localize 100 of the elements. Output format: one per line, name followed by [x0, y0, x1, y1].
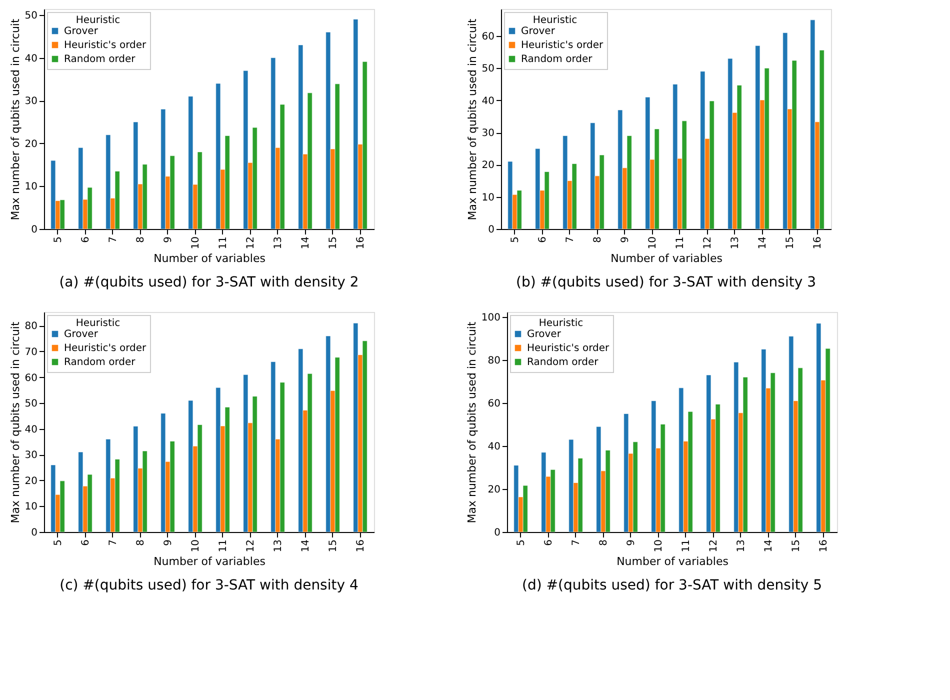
bar	[326, 336, 331, 532]
x-tick-label: 7	[570, 540, 582, 546]
x-tick-label: 7	[108, 540, 119, 546]
x-tick-label: 5	[510, 236, 521, 243]
x-tick-label: 9	[162, 540, 174, 546]
y-tick-label: 40	[24, 53, 38, 64]
legend-label: Random order	[64, 54, 136, 65]
x-tick-label: 5	[52, 236, 64, 243]
bar	[188, 400, 194, 532]
x-tick-label: 15	[784, 236, 796, 250]
x-axis-title: Number of variables	[616, 555, 729, 568]
x-tick-label: 9	[620, 236, 631, 243]
bar	[810, 20, 816, 230]
bar	[562, 136, 568, 230]
bar	[133, 122, 138, 230]
x-tick-label: 6	[543, 540, 554, 546]
text: (a) #(qubits used) for 3-SAT with density 2	[59, 274, 359, 291]
x-tick-label: 12	[245, 540, 256, 552]
y-tick-label: 80	[24, 321, 38, 332]
y-tick-label: 40	[488, 441, 500, 452]
y-axis-title: Max number of qubits used in circuit	[8, 321, 22, 524]
legend-label: Heuristic's order	[64, 40, 147, 51]
bar	[298, 44, 304, 230]
bar	[508, 161, 513, 230]
bar	[353, 322, 358, 532]
x-tick-label: 13	[272, 236, 284, 250]
bar	[188, 96, 194, 230]
x-tick-label: 10	[647, 236, 658, 250]
x-tick-label: 11	[674, 236, 686, 250]
x-tick-label: 12	[245, 236, 256, 250]
x-tick-label: 16	[818, 540, 830, 552]
y-tick-label: 60	[482, 32, 494, 43]
y-tick-label: 10	[24, 182, 38, 193]
x-tick-label: 8	[592, 236, 604, 243]
bar	[270, 58, 276, 230]
x-tick-label: 13	[730, 236, 741, 250]
y-tick-label: 20	[488, 484, 500, 496]
x-tick-label: 11	[680, 540, 692, 552]
bar	[514, 465, 519, 532]
legend-title: Heuristic	[538, 318, 584, 329]
x-axis-title: Number of variables	[610, 252, 723, 266]
x-tick-label: 8	[135, 540, 146, 546]
bar	[50, 160, 56, 230]
x-tick-label: 15	[790, 540, 802, 552]
bar	[678, 388, 684, 532]
x-tick-label: 5	[52, 540, 64, 546]
bar	[270, 362, 276, 532]
legend-title: Heuristic	[76, 15, 120, 26]
x-tick-label: 14	[300, 236, 312, 250]
legend-label: Grover	[64, 26, 99, 37]
y-tick-label: 50	[482, 64, 494, 75]
bar	[353, 19, 358, 230]
bar	[782, 32, 788, 230]
x-tick-label: 7	[108, 236, 119, 243]
x-tick-label: 6	[537, 236, 548, 243]
y-axis-title: Max number of qubits used in circuit	[465, 321, 478, 524]
y-tick-label: 0	[494, 528, 500, 538]
x-tick-label: 15	[328, 540, 339, 552]
y-tick-label: 20	[24, 476, 38, 487]
bar	[78, 452, 84, 532]
bar	[535, 148, 540, 230]
legend-label: Random order	[64, 357, 136, 368]
x-tick-label: 8	[598, 540, 610, 546]
y-tick-label: 0	[488, 224, 494, 236]
y-tick-label: 0	[31, 224, 38, 236]
bar	[755, 46, 760, 230]
text: (b) #(qubits used) for 3-SAT with density 3	[516, 274, 816, 291]
bar	[645, 96, 650, 230]
x-tick-label: 7	[564, 236, 576, 243]
y-axis-title: Max number of qubits used in circuit	[8, 18, 22, 220]
bar	[761, 349, 766, 532]
bar	[541, 452, 546, 532]
bar	[700, 71, 706, 230]
bar	[50, 464, 56, 532]
x-tick-label: 15	[328, 236, 339, 250]
x-tick-label: 13	[736, 540, 747, 552]
bar	[568, 439, 574, 532]
bar	[618, 110, 623, 230]
x-axis-title: Number of variables	[154, 555, 266, 568]
text: (d) #(qubits used) for 3-SAT with density 5	[522, 578, 822, 594]
text: (c) #(qubits used) for 3-SAT with density 4	[60, 578, 358, 594]
x-tick-label: 14	[763, 540, 774, 552]
bar	[624, 414, 629, 532]
legend-label: Heuristic's order	[527, 343, 610, 354]
bar	[651, 400, 656, 532]
x-tick-label: 12	[708, 540, 720, 552]
x-tick-label: 16	[355, 540, 366, 552]
y-tick-label: 20	[482, 160, 494, 172]
y-tick-label: 100	[481, 312, 500, 324]
bar	[78, 148, 84, 230]
bar	[216, 387, 221, 532]
y-tick-label: 60	[488, 398, 500, 410]
y-tick-label: 80	[488, 355, 500, 366]
y-tick-label: 70	[24, 346, 38, 358]
legend-title: Heuristic	[76, 318, 120, 329]
x-tick-label: 10	[190, 236, 202, 250]
bar	[734, 362, 739, 532]
bar	[298, 348, 304, 532]
y-tick-label: 50	[24, 398, 38, 410]
legend-label: Random order	[521, 54, 594, 65]
